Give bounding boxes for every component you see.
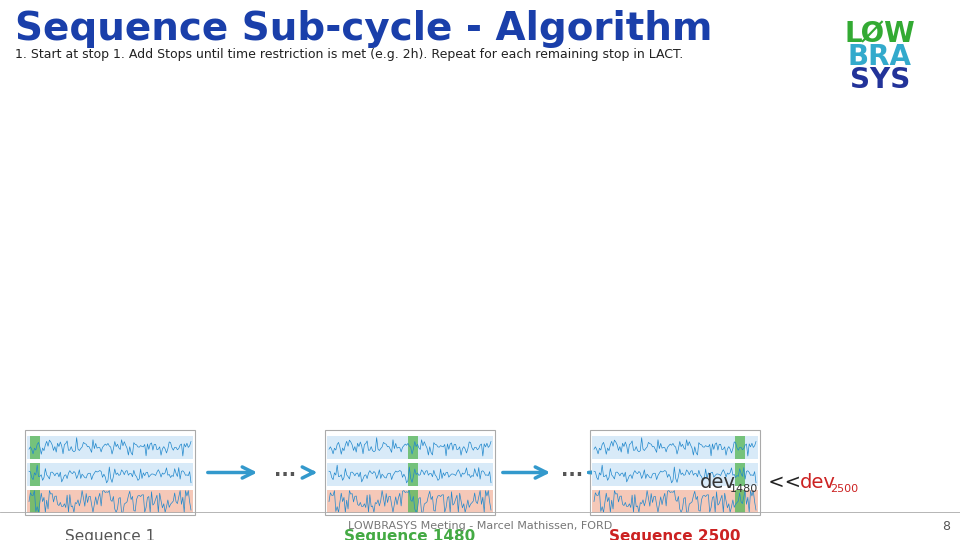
Bar	[592, 436, 758, 459]
Bar	[408, 463, 419, 486]
Text: dev: dev	[700, 474, 736, 492]
Text: <<: <<	[762, 474, 807, 492]
Bar	[408, 436, 419, 459]
Bar	[734, 490, 745, 514]
Bar	[592, 490, 758, 514]
Bar	[27, 463, 193, 486]
Bar	[327, 436, 493, 459]
Bar	[327, 490, 493, 514]
Bar	[25, 430, 195, 515]
Text: 1. Start at stop 1. Add Stops until time restriction is met (e.g. 2h). Repeat fo: 1. Start at stop 1. Add Stops until time…	[15, 48, 684, 61]
Bar	[30, 436, 40, 459]
Bar	[325, 430, 495, 515]
Text: BRA: BRA	[848, 43, 912, 71]
Bar	[27, 490, 193, 514]
Text: 8: 8	[942, 519, 950, 532]
Text: LOWBRASYS Meeting - Marcel Mathissen, FORD: LOWBRASYS Meeting - Marcel Mathissen, FO…	[348, 521, 612, 531]
Bar	[27, 436, 193, 459]
Text: LØW: LØW	[845, 20, 916, 48]
Text: dev: dev	[800, 474, 836, 492]
Text: 2500: 2500	[830, 484, 858, 494]
Bar	[30, 463, 40, 486]
Text: SYS: SYS	[850, 66, 910, 94]
Text: 1480: 1480	[730, 484, 758, 494]
Bar	[734, 436, 745, 459]
Text: Sequence 1: Sequence 1	[65, 529, 156, 540]
Bar	[327, 463, 493, 486]
Text: Sequence Sub-cycle - Algorithm: Sequence Sub-cycle - Algorithm	[15, 10, 712, 48]
Bar	[592, 463, 758, 486]
Bar	[734, 463, 745, 486]
Bar	[30, 490, 40, 514]
Text: Sequence 1480: Sequence 1480	[345, 529, 475, 540]
Text: Sequence 2500: Sequence 2500	[610, 529, 741, 540]
Text: ...: ...	[274, 461, 296, 480]
Bar	[408, 490, 419, 514]
Bar	[590, 430, 760, 515]
Text: ...: ...	[561, 461, 583, 480]
